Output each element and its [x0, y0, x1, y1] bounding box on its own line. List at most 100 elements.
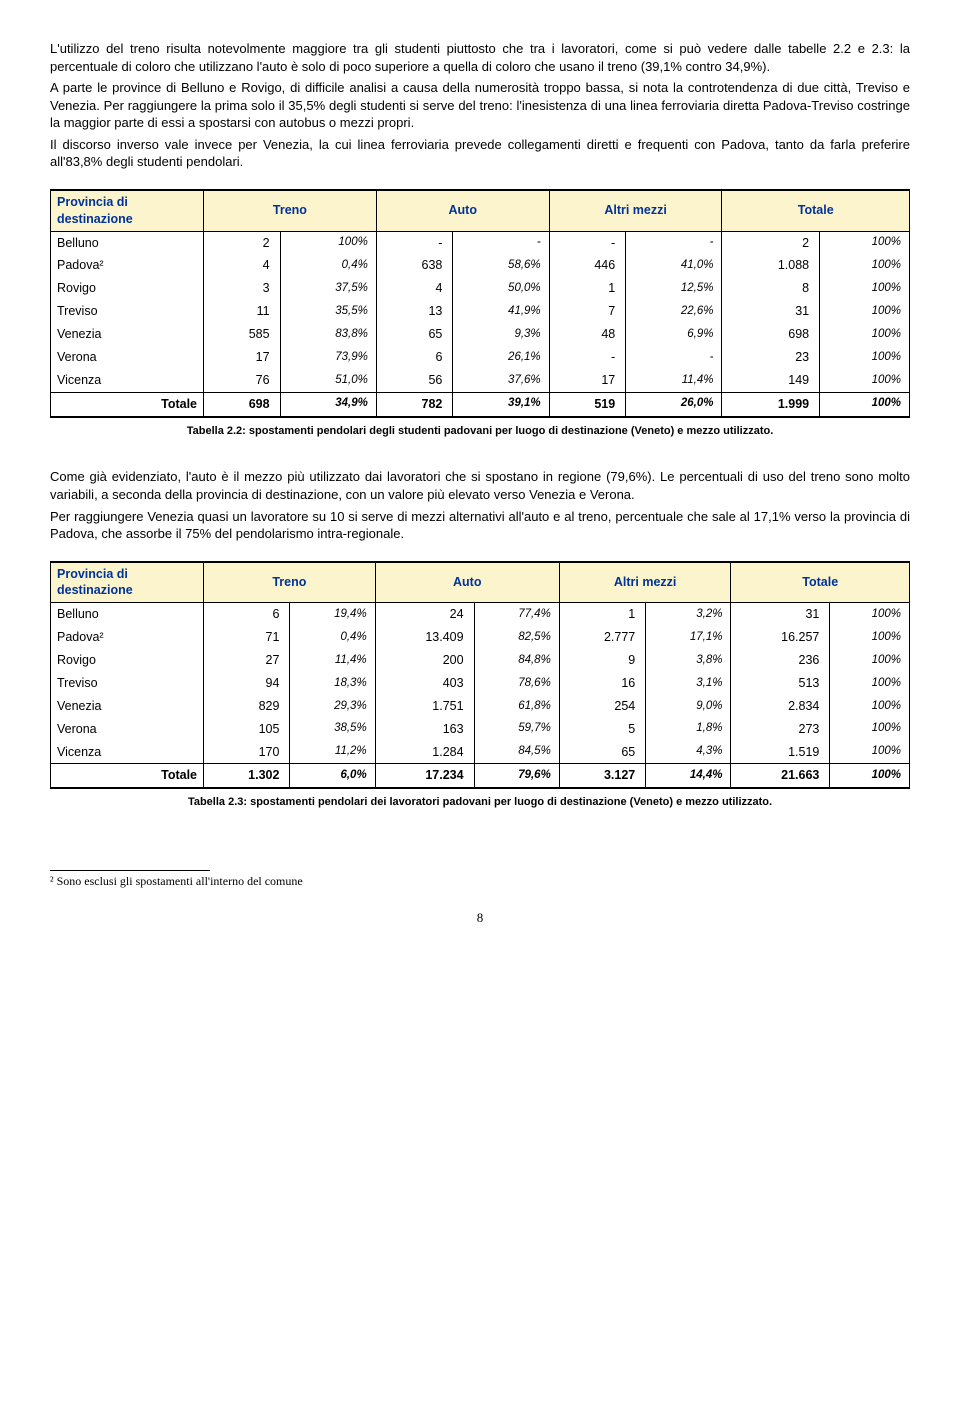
cell-value: 1: [559, 603, 645, 626]
cell-value: 105: [204, 718, 290, 741]
total-percent: 34,9%: [280, 392, 376, 416]
table-total-row: Totale1.3026,0%17.23479,6%3.12714,4%21.6…: [51, 764, 910, 788]
table-row: Belluno619,4%2477,4%13,2%31100%: [51, 603, 910, 626]
total-value: 1.999: [722, 392, 820, 416]
row-label: Rovigo: [51, 649, 204, 672]
cell-value: 3: [204, 277, 281, 300]
cell-value: 48: [549, 323, 626, 346]
cell-value: 16: [559, 672, 645, 695]
cell-percent: 83,8%: [280, 323, 376, 346]
total-percent: 6,0%: [290, 764, 375, 788]
row-label: Vicenza: [51, 741, 204, 764]
cell-percent: 100%: [820, 231, 910, 254]
cell-value: 2: [722, 231, 820, 254]
cell-percent: -: [626, 346, 722, 369]
cell-value: 513: [731, 672, 830, 695]
cell-value: 4: [376, 277, 453, 300]
row-label: Padova²: [51, 254, 204, 277]
col-header-treno: Treno: [204, 190, 377, 231]
paragraph-4: Come già evidenziato, l'auto è il mezzo …: [50, 468, 910, 503]
cell-percent: 1,8%: [646, 718, 731, 741]
cell-percent: 82,5%: [474, 626, 559, 649]
cell-value: 2: [204, 231, 281, 254]
cell-percent: 0,4%: [290, 626, 375, 649]
table-2-2-caption: Tabella 2.2: spostamenti pendolari degli…: [50, 424, 910, 439]
row-label: Venezia: [51, 323, 204, 346]
cell-value: 27: [204, 649, 290, 672]
cell-value: 1.519: [731, 741, 830, 764]
cell-percent: 41,0%: [626, 254, 722, 277]
cell-percent: 26,1%: [453, 346, 549, 369]
cell-value: 11: [204, 300, 281, 323]
cell-percent: 100%: [820, 323, 910, 346]
cell-value: 94: [204, 672, 290, 695]
cell-percent: 11,4%: [626, 369, 722, 392]
cell-value: 6: [204, 603, 290, 626]
cell-value: 2.777: [559, 626, 645, 649]
cell-value: 149: [722, 369, 820, 392]
row-label: Venezia: [51, 695, 204, 718]
total-value: 519: [549, 392, 626, 416]
cell-percent: 100%: [830, 741, 910, 764]
col-header-auto: Auto: [376, 190, 549, 231]
cell-value: 273: [731, 718, 830, 741]
cell-percent: 100%: [820, 277, 910, 300]
cell-percent: 11,4%: [290, 649, 375, 672]
cell-percent: 100%: [830, 603, 910, 626]
total-label: Totale: [51, 392, 204, 416]
cell-value: 16.257: [731, 626, 830, 649]
cell-value: 71: [204, 626, 290, 649]
table-2-3-caption: Tabella 2.3: spostamenti pendolari dei l…: [50, 795, 910, 810]
cell-percent: 100%: [830, 695, 910, 718]
cell-percent: 3,2%: [646, 603, 731, 626]
table-row: Treviso1135,5%1341,9%722,6%31100%: [51, 300, 910, 323]
table-2-3: Provincia di destinazione Treno Auto Alt…: [50, 561, 910, 790]
table-row: Treviso9418,3%40378,6%163,1%513100%: [51, 672, 910, 695]
cell-value: 9: [559, 649, 645, 672]
footnote-text: ² Sono esclusi gli spostamenti all'inter…: [50, 873, 910, 889]
table-row: Venezia82929,3%1.75161,8%2549,0%2.834100…: [51, 695, 910, 718]
cell-percent: 84,5%: [474, 741, 559, 764]
table-row: Vicenza7651,0%5637,6%1711,4%149100%: [51, 369, 910, 392]
cell-percent: 58,6%: [453, 254, 549, 277]
total-percent: 39,1%: [453, 392, 549, 416]
paragraph-2: A parte le province di Belluno e Rovigo,…: [50, 79, 910, 132]
cell-percent: 59,7%: [474, 718, 559, 741]
table-row: Belluno2100%----2100%: [51, 231, 910, 254]
total-label: Totale: [51, 764, 204, 788]
cell-percent: 100%: [280, 231, 376, 254]
cell-value: 446: [549, 254, 626, 277]
cell-value: 8: [722, 277, 820, 300]
cell-value: 1: [549, 277, 626, 300]
cell-percent: 11,2%: [290, 741, 375, 764]
total-value: 21.663: [731, 764, 830, 788]
row-label: Belluno: [51, 231, 204, 254]
total-percent: 14,4%: [646, 764, 731, 788]
total-value: 17.234: [375, 764, 474, 788]
cell-percent: 29,3%: [290, 695, 375, 718]
table-row: Verona1773,9%626,1%--23100%: [51, 346, 910, 369]
cell-percent: 37,6%: [453, 369, 549, 392]
cell-percent: 17,1%: [646, 626, 731, 649]
total-percent: 26,0%: [626, 392, 722, 416]
table-row: Rovigo337,5%450,0%112,5%8100%: [51, 277, 910, 300]
row-label: Padova²: [51, 626, 204, 649]
cell-value: 6: [376, 346, 453, 369]
cell-value: 254: [559, 695, 645, 718]
cell-percent: 19,4%: [290, 603, 375, 626]
cell-percent: 41,9%: [453, 300, 549, 323]
cell-value: 1.284: [375, 741, 474, 764]
table-total-row: Totale69834,9%78239,1%51926,0%1.999100%: [51, 392, 910, 416]
table-row: Padova²710,4%13.40982,5%2.77717,1%16.257…: [51, 626, 910, 649]
cell-percent: 51,0%: [280, 369, 376, 392]
total-percent: 79,6%: [474, 764, 559, 788]
cell-percent: -: [453, 231, 549, 254]
cell-percent: 100%: [830, 672, 910, 695]
cell-value: 56: [376, 369, 453, 392]
cell-value: 31: [731, 603, 830, 626]
col-header-province: Provincia di destinazione: [51, 562, 204, 603]
total-value: 782: [376, 392, 453, 416]
table-row: Padova²40,4%63858,6%44641,0%1.088100%: [51, 254, 910, 277]
page-number: 8: [50, 909, 910, 927]
cell-value: 4: [204, 254, 281, 277]
